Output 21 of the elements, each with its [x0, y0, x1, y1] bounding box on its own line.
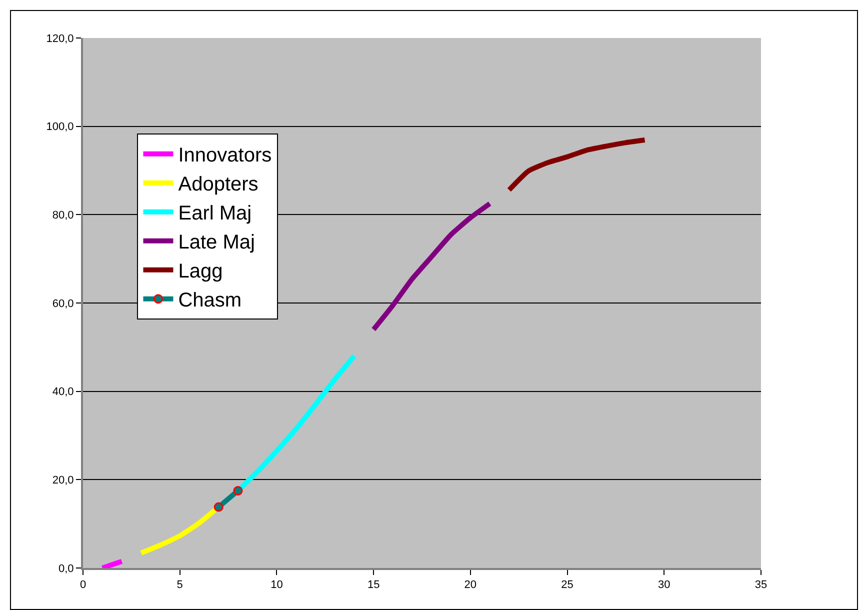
y-tick-label: 120,0 — [46, 32, 74, 45]
legend-label: Lagg — [178, 260, 223, 283]
x-tick-label: 0 — [80, 579, 86, 592]
x-tick-label: 10 — [270, 579, 283, 592]
x-tick-label: 15 — [367, 579, 380, 592]
legend-label: Innovators — [178, 144, 272, 167]
legend-label: Earl Maj — [178, 202, 252, 225]
x-tick-label: 25 — [561, 579, 574, 592]
y-tick-label: 40,0 — [52, 386, 74, 398]
y-tick-label: 80,0 — [52, 210, 74, 222]
legend-label: Chasm — [178, 290, 242, 312]
y-tick-label: 0,0 — [58, 562, 74, 575]
x-tick-label: 30 — [658, 579, 670, 592]
y-tick-label: 60,0 — [52, 298, 74, 310]
y-tick-label: 20,0 — [52, 474, 74, 487]
x-tick-label: 20 — [464, 579, 477, 592]
x-tick-label: 5 — [176, 579, 183, 592]
y-tick-label: 100,0 — [46, 121, 74, 134]
x-tick-label: 35 — [754, 579, 768, 592]
legend-label: Adopters — [178, 174, 258, 196]
legend-label: Late Maj — [178, 232, 255, 254]
